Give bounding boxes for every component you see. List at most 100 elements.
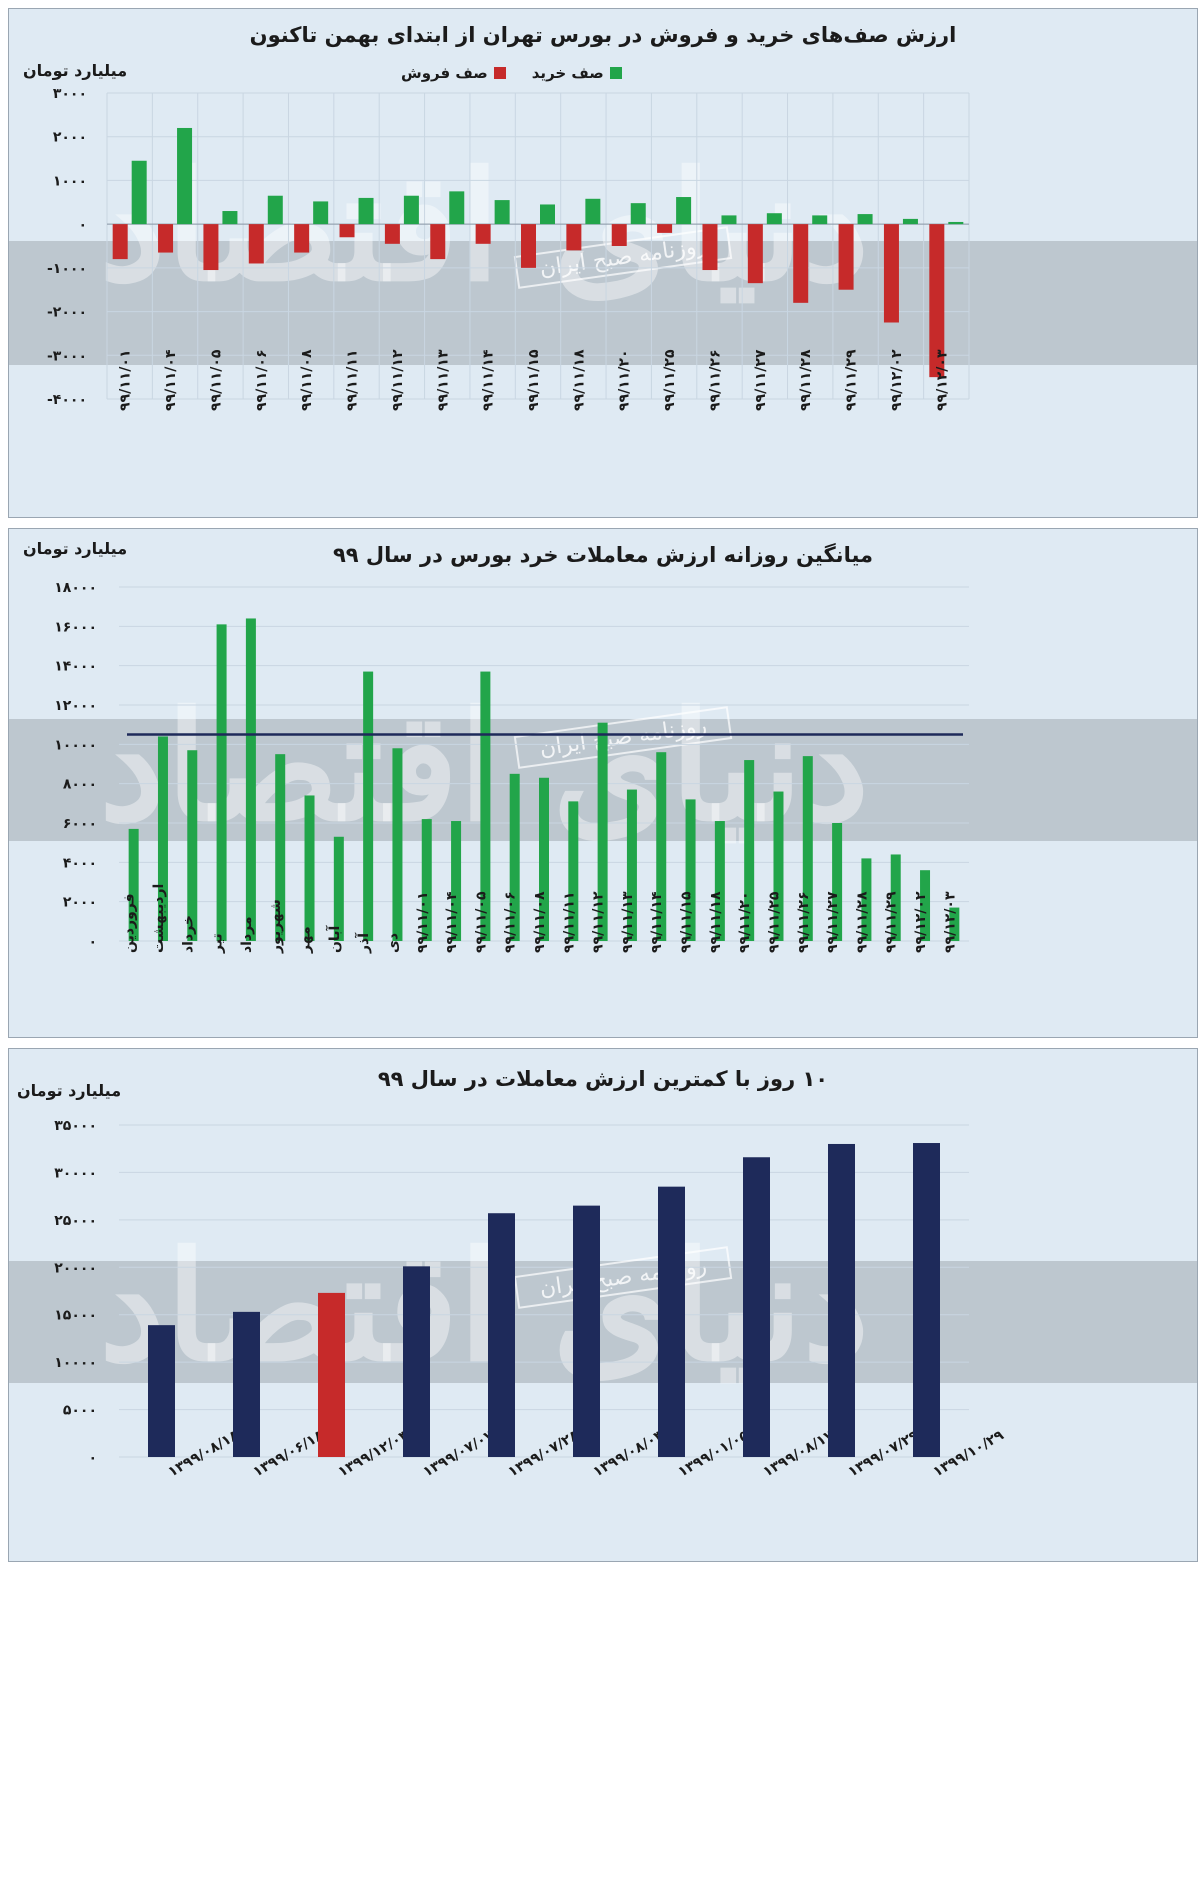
unit-label: میلیارد تومان <box>23 539 128 558</box>
x-tick-label: ۹۹/۱۱/۰۵ <box>208 349 224 411</box>
x-tick-label: ۱۳۹۹/۰۸/۱۸ <box>166 1427 242 1480</box>
x-tick-label: ۱۳۹۹/۰۶/۱۸ <box>251 1427 327 1480</box>
bar <box>685 799 696 941</box>
bar-highlight <box>318 1292 345 1457</box>
bar-buy <box>857 214 873 225</box>
x-tick-label: ۹۹/۱۱/۱۳ <box>620 891 636 953</box>
x-tick-label: ۹۹/۱۱/۰۴ <box>163 349 179 411</box>
chart-lowest-value-days: ۰ ۵۰۰۰ ۱۰۰۰۰ ۱۵۰۰۰ ۲۰۰۰۰ ۲۵۰۰۰ ۳۰۰۰۰ ۳۵۰۰۰ ۱۳۹۹/… <box>54 1118 1007 1480</box>
x-tick-label: ۹۹/۱۱/۱۱ <box>561 892 577 954</box>
x-tick-label: ۱۳۹۹/۰۸/۰۳ <box>591 1427 667 1480</box>
bar <box>128 828 139 941</box>
bar <box>573 1205 600 1457</box>
x-tick-label: خرداد <box>180 915 196 953</box>
bar <box>890 854 901 941</box>
x-tick-label: ۹۹/۱۱/۱۸ <box>708 891 724 953</box>
bar-buy <box>131 160 147 225</box>
y-tick-label: ۳۰۰۰۰ <box>54 1165 97 1181</box>
bar <box>275 754 286 941</box>
y-tick-label: ۱۰۰۰۰ <box>54 1355 97 1371</box>
y-tick-label: ۰ <box>88 1450 97 1466</box>
x-tick-label: ۹۹/۱۱/۱۴ <box>649 891 665 953</box>
x-tick-label: ۱۳۹۹/۰۷/۲۸ <box>506 1427 582 1480</box>
bar-buy <box>494 200 510 225</box>
legend-label-buy: صف خرید <box>531 64 604 82</box>
bar-sell <box>929 224 945 378</box>
bar <box>304 795 315 941</box>
x-tick-label: ۹۹/۱۱/۱۲ <box>591 891 607 953</box>
page-title: ارزش صف‌های خرید و فروش در بورس تهران از… <box>249 23 957 47</box>
bar-sell <box>475 224 491 244</box>
bar <box>148 1325 175 1457</box>
bar-sell <box>203 224 219 271</box>
bar <box>187 750 198 941</box>
bar <box>403 1266 430 1457</box>
bar-sell <box>793 224 809 303</box>
x-tick-label: ۹۹/۱۱/۱۵ <box>526 349 542 411</box>
x-tick-label: آذر <box>354 932 372 954</box>
y-tick-label: -۱۰۰۰ <box>47 261 87 277</box>
x-tick-label: ۹۹/۱۱/۲۵ <box>662 349 678 411</box>
bar <box>568 801 579 941</box>
x-tick-label: ۱۳۹۹/۱۰/۲۹ <box>931 1427 1007 1480</box>
bar <box>597 722 608 941</box>
bar-sell <box>339 224 355 238</box>
legend-item-buy: صف خرید <box>532 64 622 82</box>
x-tick-label: ۱۳۹۹/۰۸/۱۷ <box>761 1427 837 1480</box>
y-tick-label: ۴۰۰۰ <box>63 855 97 871</box>
y-tick-label: ۳۰۰۰ <box>53 86 87 102</box>
bar <box>658 1186 685 1457</box>
bar <box>451 821 462 941</box>
y-tick-label: ۱۸۰۰۰ <box>54 580 97 596</box>
bar-buy <box>403 195 419 225</box>
bar-buy <box>812 215 828 225</box>
x-tick-label: دی <box>385 933 401 953</box>
bar-sell <box>430 224 446 260</box>
x-tick-label: ۹۹/۱۲/۰۳ <box>942 891 958 953</box>
x-tick-label: ۹۹/۱۱/۲۶ <box>707 350 723 412</box>
x-tick-label: ۹۹/۱۱/۰۵ <box>473 891 489 953</box>
y-tick-label: ۱۰۰۰۰ <box>54 737 97 753</box>
x-tick-label: ۹۹/۱۲/۰۲ <box>889 349 905 411</box>
y-tick-label: ۲۰۰۰ <box>63 895 97 911</box>
bar <box>744 760 755 941</box>
y-tick-label: ۵۰۰۰ <box>63 1403 97 1419</box>
bar-buy <box>313 201 329 225</box>
bar-buy <box>358 197 374 225</box>
legend-swatch-sell <box>493 67 506 79</box>
unit-label: میلیارد تومان <box>17 1081 122 1100</box>
y-tick-label: ۰ <box>78 217 87 233</box>
chart-buy-sell-queues: -۴۰۰۰ -۳۰۰۰ -۲۰۰۰ -۱۰۰۰ ۰ ۱۰۰۰ ۲۰۰۰ ۳۰۰۰ ۹۹/۱۱/۰… <box>47 86 970 412</box>
bar <box>488 1213 515 1457</box>
bar-buy <box>721 215 737 225</box>
bar-buy <box>676 197 692 225</box>
x-tick-label: ۹۹/۱۱/۲۷ <box>825 891 841 953</box>
chart-daily-average-value: ۰ ۲۰۰۰ ۴۰۰۰ ۶۰۰۰ ۸۰۰۰ ۱۰۰۰۰ ۱۲۰۰۰ ۱۴۰۰۰ ۱۶۰۰۰ ۱۸۰… <box>54 580 969 954</box>
bar <box>949 907 960 941</box>
x-tick-label: ۹۹/۱۱/۰۴ <box>444 891 460 953</box>
bar <box>920 870 931 941</box>
x-tick-label: ۹۹/۱۱/۲۵ <box>766 891 782 953</box>
page-title: میانگین روزانه ارزش معاملات خرد بورس در … <box>332 543 874 567</box>
bar-sell <box>521 224 536 268</box>
bar <box>913 1143 940 1457</box>
bar <box>539 777 549 941</box>
bar-buy <box>177 127 193 225</box>
x-tick-label: شهریور <box>268 899 284 954</box>
x-tick-label: ۹۹/۱۱/۰۸ <box>299 349 315 411</box>
bar <box>480 671 491 941</box>
x-tick-label: ۹۹/۱۱/۲۸ <box>854 891 870 953</box>
y-tick-label: ۰ <box>88 934 97 950</box>
bar <box>363 671 374 941</box>
x-tick-label: ۹۹/۱۲/۰۳ <box>934 349 950 411</box>
bar <box>714 821 725 941</box>
x-tick-label: ۹۹/۱۱/۲۹ <box>884 891 900 953</box>
x-tick-label: ۹۹/۱۱/۱۴ <box>481 349 497 411</box>
x-tick-label: ۹۹/۱۱/۲۰ <box>617 350 633 412</box>
legend: صف خرید صف فروش <box>401 64 622 82</box>
y-tick-label: ۱۴۰۰۰ <box>54 659 97 675</box>
y-tick-label: -۲۰۰۰ <box>47 305 87 321</box>
x-tick-label: ۹۹/۱۱/۱۵ <box>679 891 695 953</box>
x-tick-label: ۹۹/۱۱/۱۸ <box>571 349 587 411</box>
bar <box>832 823 843 941</box>
